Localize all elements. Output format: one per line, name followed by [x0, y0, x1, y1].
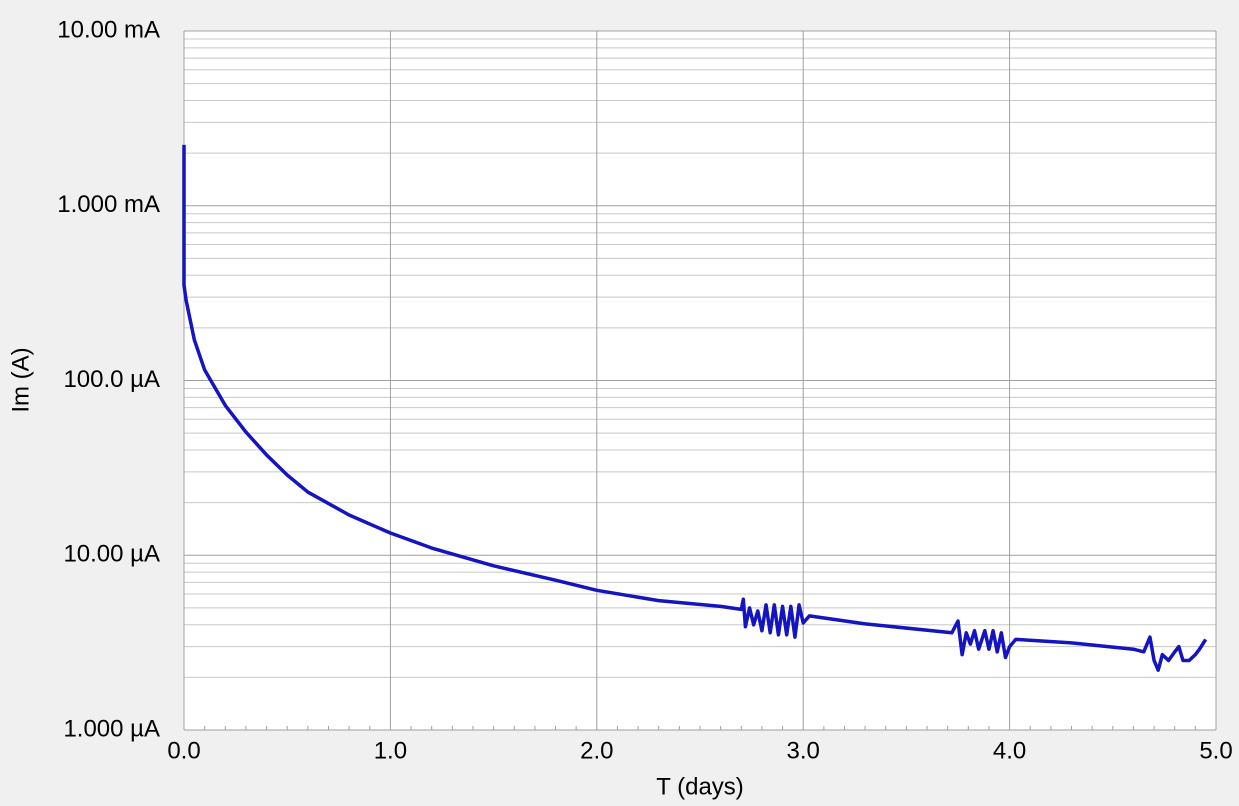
x-axis-label: T (days): [656, 773, 744, 800]
x-tick-label: 3.0: [787, 737, 820, 764]
y-tick-label: 10.00 mA: [57, 16, 160, 43]
y-tick-label: 1.000 µA: [63, 715, 160, 742]
x-tick-label: 0.0: [167, 737, 200, 764]
y-tick-label: 10.00 µA: [63, 541, 160, 568]
x-tick-label: 1.0: [374, 737, 407, 764]
y-tick-label: 1.000 mA: [57, 191, 160, 218]
y-tick-label: 100.0 µA: [63, 366, 160, 393]
data-line: [182, 144, 1208, 672]
x-tick-label: 4.0: [993, 737, 1026, 764]
x-tick-label: 5.0: [1199, 737, 1232, 764]
y-axis-label: Im (A): [7, 347, 34, 412]
x-tick-label: 2.0: [580, 737, 613, 764]
